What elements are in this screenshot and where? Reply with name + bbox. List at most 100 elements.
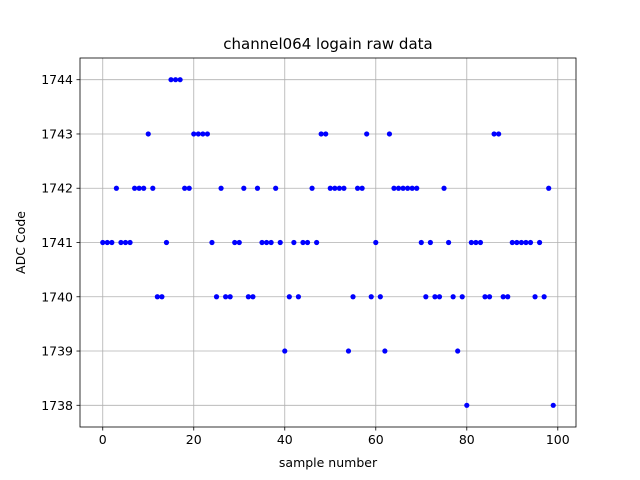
data-point <box>286 294 292 300</box>
data-point <box>445 239 452 246</box>
data-point <box>309 185 315 191</box>
data-point <box>468 239 474 246</box>
data-point <box>127 239 133 246</box>
data-point <box>163 239 170 246</box>
data-point <box>532 294 538 300</box>
data-point <box>382 348 388 354</box>
data-point <box>277 239 283 246</box>
data-point <box>341 185 347 191</box>
data-point <box>177 77 183 83</box>
data-point <box>145 131 151 137</box>
data-point <box>186 185 192 191</box>
data-point <box>232 239 238 246</box>
data-point <box>536 239 543 246</box>
data-point <box>268 239 274 246</box>
data-point <box>327 185 333 191</box>
y-tick-label: 1741 <box>41 235 73 250</box>
data-point <box>200 131 206 137</box>
data-point <box>427 239 433 246</box>
data-point <box>464 402 470 408</box>
data-point <box>236 239 242 246</box>
x-tick-label: 60 <box>368 432 384 447</box>
data-point <box>436 294 443 300</box>
data-point <box>364 131 370 137</box>
data-point <box>350 294 356 300</box>
data-point <box>141 185 147 191</box>
data-point <box>250 294 256 300</box>
data-point <box>455 348 461 354</box>
data-point <box>550 402 556 408</box>
data-point <box>482 294 488 300</box>
data-point <box>113 185 120 191</box>
chart-title: channel064 logain raw data <box>223 35 432 53</box>
data-point <box>300 239 306 246</box>
data-point <box>223 294 229 300</box>
data-point <box>273 185 279 191</box>
data-point <box>154 294 160 300</box>
data-point <box>168 77 174 83</box>
data-point <box>505 294 511 300</box>
data-point <box>259 239 265 246</box>
data-point <box>109 239 115 246</box>
data-point <box>263 239 270 246</box>
data-point <box>159 294 165 300</box>
data-point <box>546 185 552 191</box>
data-point <box>395 185 402 191</box>
data-point <box>100 239 106 246</box>
data-point <box>118 239 124 246</box>
data-point <box>391 185 397 191</box>
data-point <box>368 294 374 300</box>
data-point <box>405 185 411 191</box>
data-point <box>509 239 515 246</box>
data-point <box>386 131 393 137</box>
x-tick-label: 40 <box>277 432 293 447</box>
data-point <box>414 185 420 191</box>
data-point <box>172 77 179 83</box>
data-point <box>191 131 197 137</box>
data-point <box>318 131 324 137</box>
data-point <box>241 185 247 191</box>
data-point <box>500 294 506 300</box>
data-point <box>332 185 338 191</box>
x-tick-label: 0 <box>99 432 107 447</box>
data-point <box>409 185 415 191</box>
data-point <box>473 239 479 246</box>
data-points <box>100 77 556 408</box>
data-point <box>291 239 297 246</box>
x-tick-label: 20 <box>186 432 202 447</box>
data-point <box>218 185 224 191</box>
data-point <box>304 239 311 246</box>
data-point <box>441 185 447 191</box>
data-point <box>423 294 429 300</box>
data-point <box>132 185 138 191</box>
data-point <box>204 131 211 137</box>
data-point <box>527 239 534 246</box>
y-tick-label: 1739 <box>41 344 73 359</box>
x-axis-label: sample number <box>279 455 378 470</box>
y-tick-label: 1740 <box>41 289 73 304</box>
y-tick-label: 1738 <box>41 398 73 413</box>
data-point <box>227 294 233 300</box>
data-point <box>254 185 261 191</box>
data-point <box>373 239 379 246</box>
data-point <box>213 294 220 300</box>
data-point <box>496 131 502 137</box>
data-point <box>209 239 215 246</box>
data-point <box>400 185 406 191</box>
x-tick-label: 80 <box>459 432 475 447</box>
data-point <box>359 185 365 191</box>
data-point <box>336 185 342 191</box>
data-point <box>136 185 142 191</box>
data-point <box>345 348 352 354</box>
data-point <box>514 239 520 246</box>
data-point <box>354 185 361 191</box>
data-point <box>182 185 188 191</box>
grid-lines <box>80 58 576 427</box>
y-tick-label: 1743 <box>41 126 73 141</box>
data-point <box>477 239 484 246</box>
data-point <box>314 239 320 246</box>
axis-ticks: 0 20 40 60 80 100 1738 1739 1740 1741 1742 1743 1744 <box>41 72 570 447</box>
data-point <box>150 185 156 191</box>
data-point <box>323 131 329 137</box>
